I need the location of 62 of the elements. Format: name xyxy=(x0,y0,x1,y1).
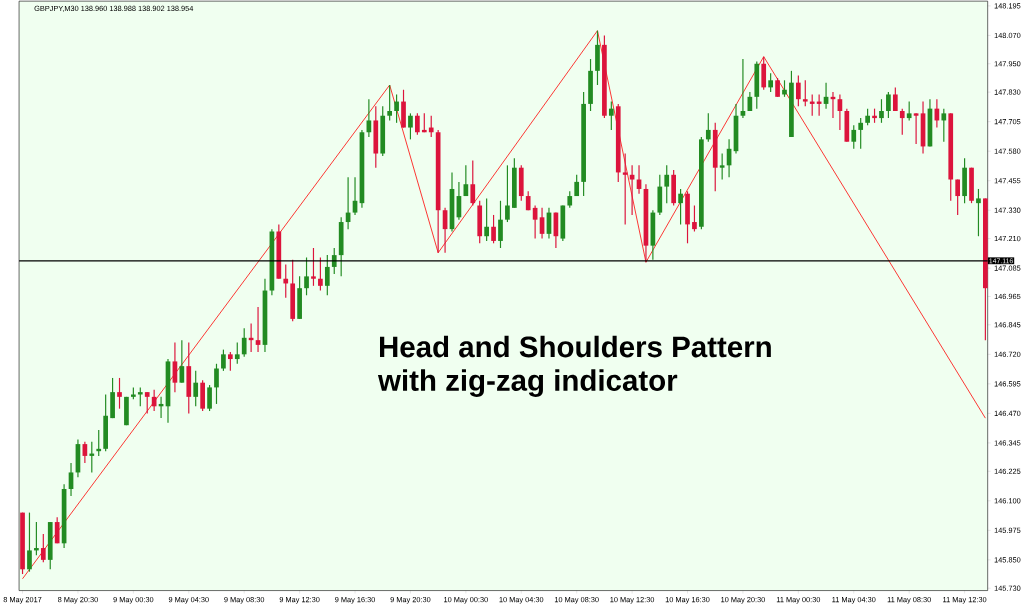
candlestick xyxy=(795,75,801,107)
candlestick xyxy=(27,512,32,573)
candlestick xyxy=(802,79,808,107)
candlestick xyxy=(941,108,947,143)
candlestick xyxy=(858,117,864,150)
candlestick xyxy=(144,391,150,415)
candlestick xyxy=(622,152,628,226)
candlestick xyxy=(913,112,919,145)
candlestick xyxy=(234,341,240,365)
candlestick xyxy=(678,188,683,226)
candlestick xyxy=(955,178,961,216)
candlestick xyxy=(809,93,815,117)
candlestick xyxy=(193,370,199,407)
candlestick xyxy=(761,56,767,91)
candlestick xyxy=(719,152,725,181)
candlestick xyxy=(415,112,420,136)
line-series xyxy=(22,30,986,580)
candlestick xyxy=(692,204,697,233)
candlestick xyxy=(408,112,413,140)
candlestick xyxy=(768,72,773,93)
candlestick xyxy=(214,363,219,405)
candlestick xyxy=(96,429,102,457)
candlestick xyxy=(705,112,711,143)
candlestick xyxy=(241,327,247,358)
candlestick xyxy=(221,349,226,372)
candlestick xyxy=(137,386,143,407)
candlestick xyxy=(318,256,323,292)
candlestick xyxy=(851,124,857,150)
candlestick xyxy=(324,254,330,296)
candlestick xyxy=(505,164,510,223)
candlestick xyxy=(428,115,434,138)
candlestick xyxy=(255,306,261,353)
candlestick xyxy=(89,441,95,474)
candlestick xyxy=(311,247,316,287)
candlestick xyxy=(117,377,122,410)
candlestick xyxy=(976,188,981,237)
candlestick xyxy=(387,84,393,122)
candlestick xyxy=(775,77,780,98)
candlestick xyxy=(207,384,212,412)
annotation: Head and Shoulders Pattern xyxy=(380,335,771,358)
candlestick xyxy=(40,533,46,563)
candlestick xyxy=(899,108,905,136)
candlestick xyxy=(331,247,337,275)
candlestick xyxy=(906,101,912,122)
candlestick xyxy=(740,58,746,119)
candlestick xyxy=(498,200,503,249)
candlestick xyxy=(54,516,60,544)
candlestick xyxy=(879,98,884,124)
candlestick xyxy=(394,93,399,124)
candlestick xyxy=(664,164,670,204)
candlestick xyxy=(34,521,39,556)
candlestick xyxy=(227,351,233,372)
candlestick xyxy=(304,256,309,296)
candlestick xyxy=(629,164,635,216)
candlestick xyxy=(470,160,476,207)
candlestick xyxy=(484,197,489,242)
annotation: with zig-zag indicator xyxy=(377,369,678,397)
candlestick xyxy=(491,214,496,244)
candlestick xyxy=(179,339,185,384)
candlestick xyxy=(608,101,614,131)
candlestick xyxy=(283,264,289,299)
candlestick xyxy=(886,91,891,119)
